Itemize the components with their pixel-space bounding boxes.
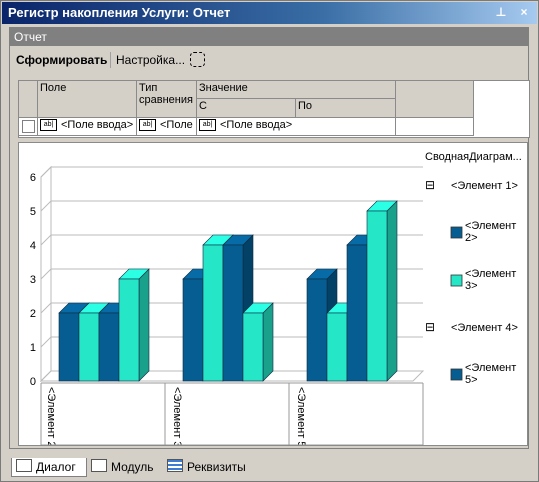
bar — [58, 312, 80, 382]
report-form: Отчет Сформировать Настройка... Поле Тип… — [9, 27, 530, 459]
collapse-icon: ⊟ — [425, 178, 435, 192]
compare-input-value: <Поле — [160, 119, 193, 131]
y-tick-label: 0 — [30, 376, 36, 388]
row-extra — [396, 118, 474, 136]
pivot-chart[interactable]: 0 1 2 3 4 5 6 <Элемент 2> <Элемент 3> <Элемент 5>… — [18, 142, 528, 459]
tab-dialog[interactable]: Диалог — [11, 458, 87, 477]
window-titlebar[interactable]: Регистр накопления Услуги: Отчет ⊥ × — [2, 2, 537, 24]
y-tick-label: 4 — [30, 240, 36, 252]
category-label: <Элемент 5> — [295, 387, 307, 445]
header-from-label: С — [199, 100, 207, 112]
legend-item-label-cont: 5> — [465, 374, 478, 386]
gridline-depth — [40, 234, 52, 246]
row-checkbox-cell — [19, 118, 38, 136]
gridline-depth — [40, 336, 52, 348]
bar — [326, 312, 348, 382]
bar — [118, 278, 140, 382]
row-field-input[interactable]: ab| <Поле ввода> — [38, 118, 137, 136]
gridline-depth — [40, 200, 52, 212]
row-compare-input[interactable]: ab| <Поле — [137, 118, 197, 136]
y-tick-label: 3 — [30, 274, 36, 286]
header-field-label: Поле — [40, 82, 67, 94]
y-tick-label: 6 — [30, 172, 36, 184]
dotted-square-icon[interactable] — [190, 52, 205, 67]
filter-grid: Поле Тип сравнения Значение С По ab| <Пол… — [18, 80, 530, 138]
text-field-icon: ab| — [199, 119, 216, 132]
tab-attributes-label: Реквизиты — [187, 460, 246, 474]
form-titlebar: Отчет — [10, 28, 528, 46]
tab-module[interactable]: Модуль — [87, 458, 161, 476]
field-input-value: <Поле ввода> — [61, 119, 134, 131]
legend-group-label: <Элемент 4> — [451, 322, 518, 334]
row-checkbox[interactable] — [22, 120, 35, 133]
bar-side — [262, 302, 274, 382]
gridline-depth — [40, 268, 52, 280]
bar — [242, 312, 264, 382]
bar-side — [138, 268, 150, 382]
legend-group-label: <Элемент 1> — [451, 180, 518, 192]
bar — [98, 312, 120, 382]
bar-side — [386, 200, 398, 382]
collapse-icon: ⊟ — [425, 320, 435, 334]
value-input-value: <Поле ввода> — [220, 119, 293, 131]
settings-button[interactable]: Настройка... — [116, 53, 186, 67]
gridline-depth — [40, 370, 52, 382]
dialog-icon — [16, 459, 32, 472]
legend-item-label: <Элемент — [465, 220, 516, 232]
toolbar-separator — [110, 52, 111, 68]
legend-item-label-cont: 2> — [465, 232, 478, 244]
text-field-icon: ab| — [40, 119, 57, 132]
row-value-input[interactable]: ab| <Поле ввода> — [197, 118, 396, 136]
generate-button[interactable]: Сформировать — [16, 53, 108, 67]
gridline-depth — [40, 166, 52, 178]
header-compare-type: Тип сравнения — [137, 81, 197, 118]
legend-item-label-cont: 3> — [465, 280, 478, 292]
bar — [78, 312, 100, 382]
pin-icon[interactable]: ⊥ — [495, 5, 507, 19]
tab-dialog-label: Диалог — [36, 460, 76, 474]
window-title: Регистр накопления Услуги: Отчет — [8, 5, 231, 20]
header-to: По — [296, 99, 396, 118]
header-value: Значение — [197, 81, 396, 99]
header-compare-label: Тип сравнения — [139, 82, 193, 106]
header-field: Поле — [38, 81, 137, 118]
y-tick-label: 5 — [30, 206, 36, 218]
header-value-label: Значение — [199, 82, 248, 94]
bar — [346, 244, 368, 382]
attributes-icon — [167, 459, 183, 472]
tab-module-label: Модуль — [111, 460, 154, 474]
grid-corner — [19, 81, 38, 118]
category-label: <Элемент 2> — [45, 387, 57, 445]
header-extra — [396, 81, 474, 118]
y-tick-label: 1 — [30, 342, 36, 354]
tab-attributes[interactable]: Реквизиты — [163, 458, 253, 476]
legend-item-label: <Элемент — [465, 268, 516, 280]
y-tick-label: 2 — [30, 308, 36, 320]
form-tabs: Диалог Модуль Реквизиты — [5, 457, 535, 479]
close-icon[interactable]: × — [520, 5, 528, 19]
header-from: С — [197, 99, 296, 118]
bar — [182, 278, 204, 382]
form-title: Отчет — [14, 30, 47, 44]
bar — [222, 244, 244, 382]
bar — [306, 278, 328, 382]
text-field-icon: ab| — [139, 119, 156, 132]
bar — [202, 244, 224, 382]
module-icon — [91, 459, 107, 472]
legend-swatch — [450, 368, 463, 381]
category-label: <Элемент 3> — [171, 387, 183, 445]
legend-item-label: <Элемент — [465, 362, 516, 374]
legend-swatch — [450, 274, 463, 287]
legend-swatch — [450, 226, 463, 239]
header-to-label: По — [298, 100, 313, 112]
legend-title: СводнаяДиаграм... — [425, 151, 522, 163]
gridline-depth — [40, 302, 52, 314]
bar — [366, 210, 388, 382]
toolbar: Сформировать Настройка... — [10, 48, 528, 72]
